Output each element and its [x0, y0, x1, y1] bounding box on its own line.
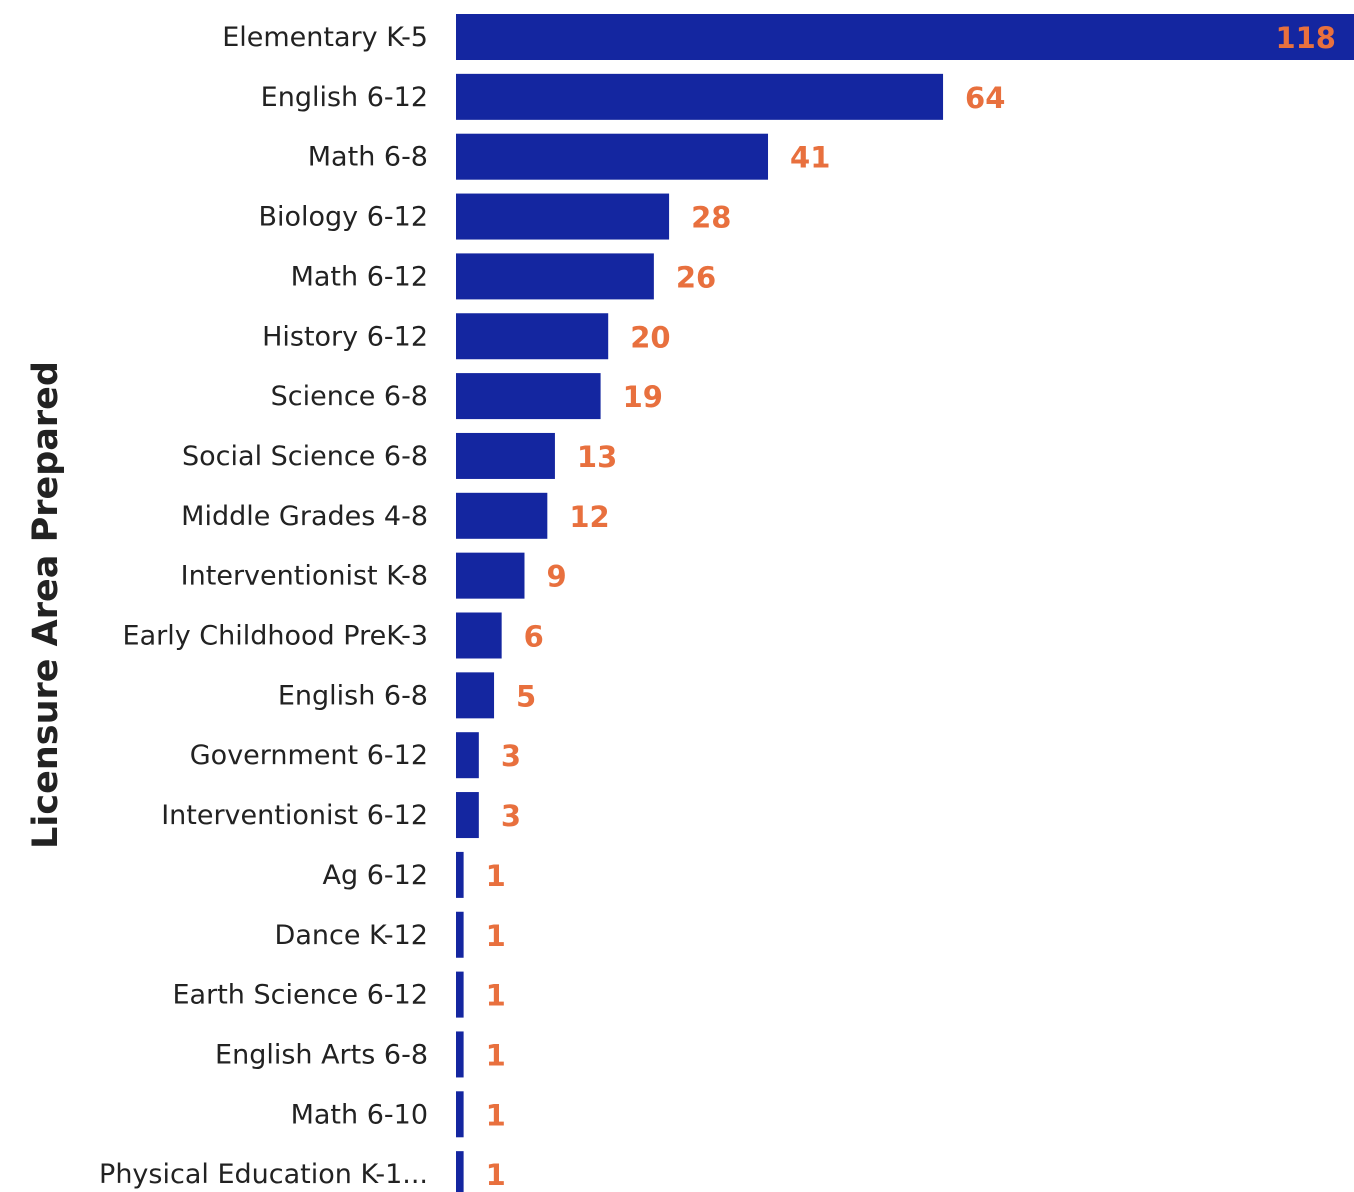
bar: [456, 852, 464, 898]
bar: [456, 553, 524, 599]
category-label: History 6-12: [262, 321, 428, 352]
value-label: 118: [1275, 21, 1336, 55]
value-label: 1: [486, 1098, 506, 1132]
category-label: English 6-12: [261, 82, 428, 113]
category-label: Early Childhood PreK-3: [123, 621, 428, 652]
category-label: Social Science 6-8: [182, 441, 428, 472]
value-label: 6: [524, 620, 544, 654]
bar: [456, 732, 479, 778]
category-label: Math 6-12: [291, 261, 428, 292]
category-label: Middle Grades 4-8: [181, 501, 428, 532]
bar: [456, 613, 502, 659]
bar: [456, 912, 464, 958]
category-label: Biology 6-12: [258, 202, 428, 233]
bars: [456, 14, 1354, 1192]
value-label: 12: [569, 500, 609, 534]
value-label: 1: [486, 919, 506, 953]
bar: [456, 433, 555, 479]
bar: [456, 313, 608, 359]
bar: [456, 1151, 464, 1192]
value-label: 19: [623, 380, 663, 414]
value-label: 41: [790, 141, 830, 175]
value-label: 1: [486, 979, 506, 1013]
value-label: 1: [486, 1038, 506, 1072]
bar: [456, 1031, 464, 1077]
bar: [456, 14, 1354, 60]
value-label: 3: [501, 799, 521, 833]
bar: [456, 493, 547, 539]
bar: [456, 1091, 464, 1137]
value-label: 26: [676, 260, 716, 294]
bar: [456, 672, 494, 718]
bar: [456, 134, 768, 180]
category-label: Science 6-8: [271, 381, 428, 412]
value-label: 3: [501, 739, 521, 773]
category-labels: Elementary K-5 English 6-12 Math 6-8 Biolog…: [99, 22, 428, 1190]
bar: [456, 194, 669, 240]
category-label: Interventionist K-8: [181, 561, 428, 592]
category-label: English 6-8: [278, 680, 428, 711]
category-label: Interventionist 6-12: [161, 800, 428, 831]
value-label: 5: [516, 679, 536, 713]
value-label: 20: [630, 320, 670, 354]
category-label: Math 6-10: [291, 1099, 428, 1130]
category-label: Physical Education K-1...: [99, 1159, 428, 1190]
value-label: 28: [691, 201, 731, 235]
category-label: Earth Science 6-12: [172, 980, 428, 1011]
category-label: Government 6-12: [190, 740, 428, 771]
category-label: Ag 6-12: [323, 860, 428, 891]
bar: [456, 792, 479, 838]
category-label: Math 6-8: [308, 142, 428, 173]
category-label: English Arts 6-8: [215, 1039, 428, 1070]
bar: [456, 74, 943, 120]
value-label: 1: [486, 1158, 506, 1192]
bar: [456, 373, 601, 419]
value-label: 9: [546, 560, 566, 594]
bar: [456, 972, 464, 1018]
value-label: 1: [486, 859, 506, 893]
bar: [456, 253, 654, 299]
category-label: Dance K-12: [275, 920, 428, 951]
category-label: Elementary K-5: [222, 22, 428, 53]
y-axis-title: Licensure Area Prepared: [26, 361, 66, 849]
value-label: 64: [965, 81, 1005, 115]
value-label: 13: [577, 440, 617, 474]
